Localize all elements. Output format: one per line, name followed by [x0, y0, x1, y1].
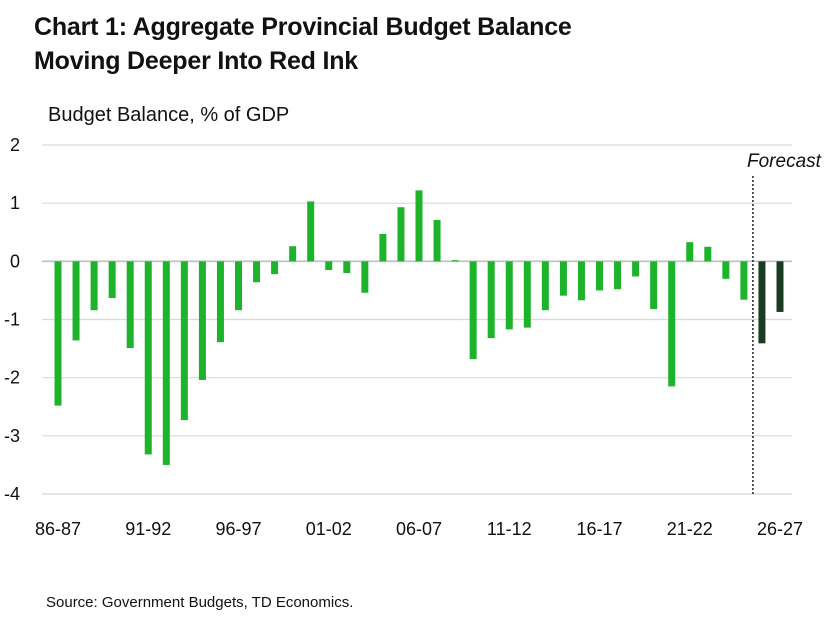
y-tick-label: 0: [10, 251, 20, 271]
bar: [596, 261, 603, 291]
bar: [668, 261, 676, 387]
chart-title-line1: Chart 1: Aggregate Provincial Budget Bal…: [34, 13, 572, 41]
x-tick-label: 91-92: [125, 519, 171, 539]
bar: [126, 261, 134, 349]
y-tick-label: -2: [4, 368, 20, 388]
y-axis-label: Budget Balance, % of GDP: [48, 104, 290, 126]
bar: [632, 261, 640, 277]
y-tick-label: 2: [10, 135, 20, 155]
bar: [54, 261, 62, 406]
x-tick-label: 11-12: [487, 519, 532, 539]
bar: [144, 261, 152, 455]
bar: [343, 261, 351, 273]
bar: [253, 261, 261, 283]
y-tick-label: 1: [10, 193, 20, 213]
bar: [722, 261, 730, 279]
bar: [776, 261, 784, 312]
bar: [415, 190, 423, 262]
bar: [325, 261, 333, 271]
bar: [361, 261, 369, 293]
bar: [704, 246, 712, 262]
bar: [740, 261, 748, 300]
bar: [235, 261, 242, 311]
bar: [198, 261, 206, 380]
chart-title-line2: Moving Deeper Into Red Ink: [34, 47, 358, 75]
y-tick-label: -3: [4, 426, 20, 446]
bar: [216, 261, 224, 343]
y-tick-label: -1: [4, 310, 20, 330]
x-tick-label: 16-17: [576, 519, 622, 539]
x-tick-label: 06-07: [396, 519, 442, 539]
x-tick-label: 26-27: [757, 519, 803, 539]
bar: [307, 201, 315, 262]
bar: [469, 261, 477, 360]
bar: [758, 261, 766, 344]
x-tick-label: 86-87: [35, 519, 81, 539]
forecast-annotation: Forecast: [747, 151, 822, 172]
bar: [487, 261, 495, 339]
bar: [180, 261, 188, 421]
bar: [686, 242, 694, 262]
bar: [72, 261, 80, 341]
y-tick-label: -4: [4, 484, 20, 504]
chart-title: Chart 1: Aggregate Provincial Budget Bal…: [34, 10, 572, 78]
bar: [108, 261, 116, 298]
bar: [90, 261, 98, 311]
bar: [433, 220, 441, 262]
x-tick-label: 96-97: [215, 519, 261, 539]
bar: [505, 261, 513, 330]
x-tick-label: 21-22: [667, 519, 713, 539]
bar: [162, 261, 170, 465]
bar: [614, 261, 622, 290]
bar: [451, 260, 459, 262]
source-note: Source: Government Budgets, TD Economics…: [46, 594, 354, 611]
bar: [271, 261, 279, 275]
bar: [559, 261, 567, 296]
x-tick-label: 01-02: [306, 519, 352, 539]
bar: [379, 233, 387, 262]
bar: [650, 261, 658, 310]
bar: [577, 261, 585, 301]
bar: [523, 261, 531, 328]
bar: [289, 246, 297, 262]
bar: [541, 261, 549, 311]
bar: [397, 207, 405, 262]
